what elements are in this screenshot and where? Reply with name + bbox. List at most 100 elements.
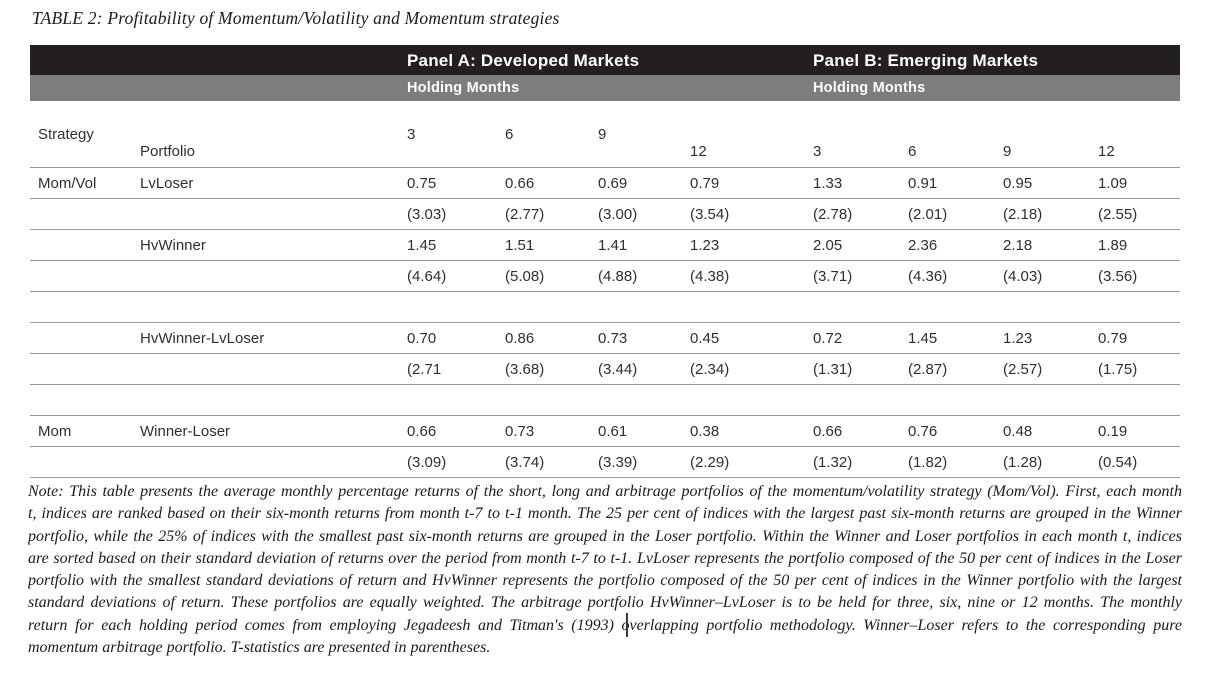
cell-tstat: (3.56) — [1098, 267, 1138, 285]
cell-value: 2.05 — [813, 236, 843, 254]
cell-value: 0.76 — [908, 422, 938, 440]
header-month-a3: 3 — [407, 126, 416, 143]
cell-value: 1.45 — [407, 236, 437, 254]
cell-value: 1.45 — [908, 329, 938, 347]
cell-portfolio: LvLoser — [140, 174, 194, 192]
panel-header-bar: Panel A: Developed Markets Panel B: Emer… — [30, 45, 1180, 75]
results-table: Strategy Portfolio 3 6 9 12 3 6 9 12 Mom… — [30, 101, 1180, 478]
cell-portfolio: HvWinner — [140, 236, 206, 254]
cell-tstat: (3.00) — [598, 205, 638, 223]
table-note: Note: This table presents the average mo… — [28, 481, 1182, 659]
cell-value: 0.75 — [407, 174, 437, 192]
table-row-hvwinner-lvloser-tstat: (2.71 (3.68) (3.44) (2.34) (1.31) (2.87)… — [30, 354, 1180, 385]
cell-strategy: Mom/Vol — [38, 174, 97, 192]
header-month-b6: 6 — [908, 143, 917, 160]
cell-value: 0.95 — [1003, 174, 1033, 192]
cell-value: 1.51 — [505, 236, 535, 254]
cell-tstat: (2.78) — [813, 205, 853, 223]
header-month-a9: 9 — [598, 126, 607, 143]
table-row-lvloser-tstat: (3.03) (2.77) (3.00) (3.54) (2.78) (2.01… — [30, 199, 1180, 230]
cell-tstat: (0.54) — [1098, 453, 1138, 471]
cell-tstat: (3.71) — [813, 267, 853, 285]
cell-value: 0.66 — [813, 422, 843, 440]
table-row-winner-loser: Mom Winner-Loser 0.66 0.73 0.61 0.38 0.6… — [30, 416, 1180, 447]
table-header-row: Strategy Portfolio 3 6 9 12 3 6 9 12 — [30, 101, 1180, 168]
cell-tstat: (2.34) — [690, 360, 730, 378]
note-line: return for each holding period comes fro… — [28, 616, 1182, 634]
header-month-b9: 9 — [1003, 143, 1012, 160]
cell-tstat: (1.32) — [813, 453, 853, 471]
cell-tstat: (1.75) — [1098, 360, 1138, 378]
cell-tstat: (2.18) — [1003, 205, 1043, 223]
cell-value: 2.36 — [908, 236, 938, 254]
cell-tstat: (3.74) — [505, 453, 545, 471]
header-month-b12: 12 — [1098, 143, 1115, 160]
note-line: portfolio with the smallest standard dev… — [28, 572, 1182, 590]
cell-tstat: (4.64) — [407, 267, 447, 285]
table-title: TABLE 2: Profitability of Momentum/Volat… — [32, 8, 560, 28]
cell-tstat: (2.87) — [908, 360, 948, 378]
cell-tstat: (2.77) — [505, 205, 545, 223]
cell-value: 0.19 — [1098, 422, 1128, 440]
table-row-hvwinner: HvWinner 1.45 1.51 1.41 1.23 2.05 2.36 2… — [30, 230, 1180, 261]
note-line: portfolio, while the 25% of indices with… — [28, 527, 1182, 545]
cell-value: 1.23 — [690, 236, 720, 254]
panel-b-title: Panel B: Emerging Markets — [813, 51, 1039, 70]
note-line: standard deviations of return. These por… — [28, 594, 1182, 612]
cell-value: 2.18 — [1003, 236, 1033, 254]
cell-tstat: (1.28) — [1003, 453, 1043, 471]
cell-tstat: (3.44) — [598, 360, 638, 378]
header-portfolio: Portfolio — [140, 143, 196, 160]
cell-portfolio: Winner-Loser — [140, 422, 231, 440]
cell-value: 0.72 — [813, 329, 843, 347]
cell-value: 0.45 — [690, 329, 720, 347]
cell-tstat: (2.29) — [690, 453, 730, 471]
cell-tstat: (4.38) — [690, 267, 730, 285]
table-row-hvwinner-tstat: (4.64) (5.08) (4.88) (4.38) (3.71) (4.36… — [30, 261, 1180, 292]
cell-value: 1.23 — [1003, 329, 1033, 347]
cell-value: 0.73 — [598, 329, 628, 347]
table-spacer-row — [30, 385, 1180, 416]
header-month-b3: 3 — [813, 143, 822, 160]
cell-tstat: (1.31) — [813, 360, 853, 378]
cell-tstat: (2.57) — [1003, 360, 1043, 378]
cell-value: 0.61 — [598, 422, 628, 440]
cell-tstat: (2.01) — [908, 205, 948, 223]
cell-value: 0.73 — [505, 422, 535, 440]
cell-tstat: (3.68) — [505, 360, 545, 378]
cell-value: 0.38 — [690, 422, 720, 440]
table-row-hvwinner-lvloser: HvWinner-LvLoser 0.70 0.86 0.73 0.45 0.7… — [30, 323, 1180, 354]
cell-strategy: Mom — [38, 422, 72, 440]
cell-value: 0.79 — [690, 174, 720, 192]
cell-value: 1.41 — [598, 236, 628, 254]
cell-value: 0.48 — [1003, 422, 1033, 440]
cell-tstat: (4.03) — [1003, 267, 1043, 285]
cell-value: 1.09 — [1098, 174, 1128, 192]
panel-a-title: Panel A: Developed Markets — [407, 51, 640, 70]
cell-value: 0.66 — [407, 422, 437, 440]
cell-tstat: (4.88) — [598, 267, 638, 285]
note-line: momentum arbitrage portfolio. T-statisti… — [28, 639, 491, 657]
table-row-winner-loser-tstat: (3.09) (3.74) (3.39) (2.29) (1.32) (1.82… — [30, 447, 1180, 478]
holding-months-bar: Holding Months Holding Months — [30, 75, 1180, 101]
cell-tstat: (3.03) — [407, 205, 447, 223]
note-line: Note: This table presents the average mo… — [28, 483, 1182, 500]
header-month-a6: 6 — [505, 126, 514, 143]
cell-tstat: (4.36) — [908, 267, 948, 285]
note-line: are sorted based on their standard devia… — [28, 549, 1182, 567]
cell-tstat: (2.55) — [1098, 205, 1138, 223]
cell-tstat: (3.09) — [407, 453, 447, 471]
note-line: t, indices are ranked based on their six… — [28, 505, 1182, 523]
cell-portfolio: HvWinner-LvLoser — [140, 329, 265, 347]
cell-tstat: (3.39) — [598, 453, 638, 471]
table-row-lvloser: Mom/Vol LvLoser 0.75 0.66 0.69 0.79 1.33… — [30, 168, 1180, 199]
table-spacer-row — [30, 292, 1180, 323]
cell-tstat: (1.82) — [908, 453, 948, 471]
text-cursor — [626, 613, 628, 637]
cell-value: 0.91 — [908, 174, 938, 192]
header-strategy: Strategy — [38, 126, 94, 143]
cell-tstat: (5.08) — [505, 267, 545, 285]
cell-value: 0.86 — [505, 329, 535, 347]
cell-tstat: (3.54) — [690, 205, 730, 223]
panel-b-subtitle: Holding Months — [813, 80, 926, 96]
